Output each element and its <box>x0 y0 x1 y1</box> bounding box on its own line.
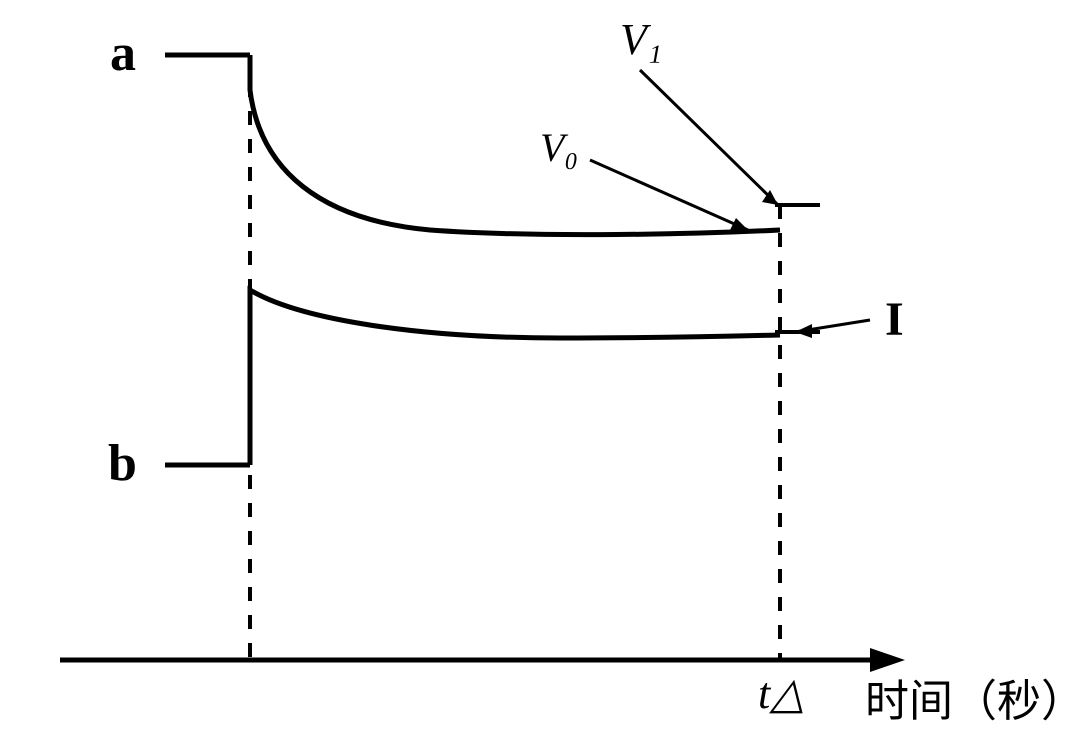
label-a: a <box>110 28 136 80</box>
x-axis-label: 时间（秒） <box>865 680 1085 724</box>
label-i: I <box>885 296 904 344</box>
i-leader-arrowhead <box>795 324 812 338</box>
diagram-canvas: a b V₁ V₀ I t△ 时间（秒） <box>0 0 1086 747</box>
label-b: b <box>108 438 137 490</box>
v0-leader <box>590 160 748 230</box>
label-v1: V₁ <box>620 18 662 62</box>
v1-leader <box>640 70 778 205</box>
label-v0: V₀ <box>540 128 578 168</box>
x-axis-arrowhead <box>870 648 905 672</box>
x-axis-tick-label: t△ <box>758 672 804 716</box>
curve-b <box>250 290 780 465</box>
diagram-svg <box>0 0 1086 747</box>
